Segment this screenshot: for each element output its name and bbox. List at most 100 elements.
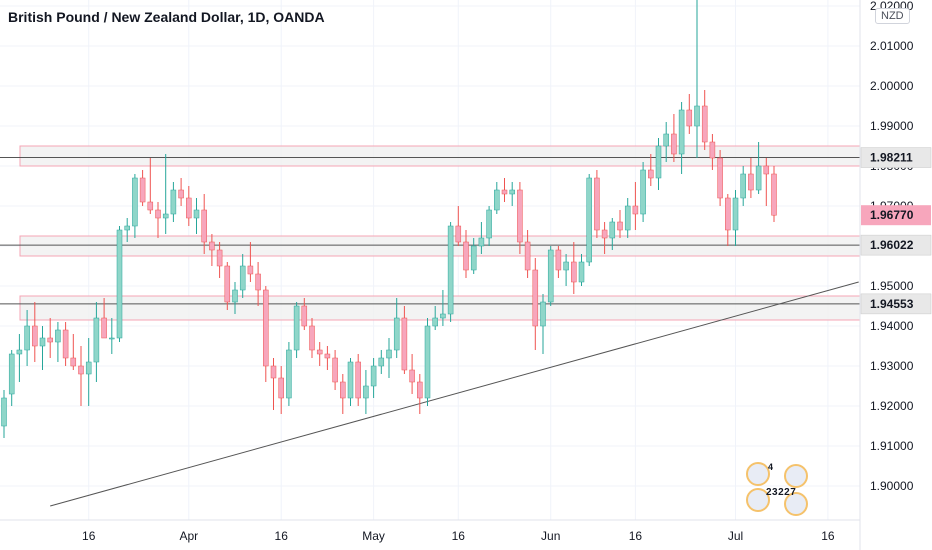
candle-body [139,177,146,203]
candle-body [270,365,277,379]
candle [255,262,261,306]
candle-body [39,337,46,347]
candle [547,246,554,306]
price-tags: 1.98211 1.96022 1.94553 1.96770 [860,147,932,315]
candle-body [409,369,415,383]
candle-body [224,265,231,303]
coin-icon [746,462,770,486]
candle [624,198,631,238]
candle [740,166,746,206]
candle-body [671,133,677,155]
candle [447,222,454,322]
x-tick-label: Apr [179,529,198,543]
candle [78,346,84,406]
candle-body [725,197,731,231]
candle [16,334,23,382]
candle-body [70,357,77,367]
candle-body [524,241,531,271]
candle [332,350,338,390]
candle [393,298,400,358]
candle-body [740,173,746,199]
currency-label[interactable]: NZD [875,8,910,24]
candle [701,90,708,150]
candle [555,246,562,278]
y-tick-label: 2.00000 [870,79,914,93]
candle-body [594,177,600,231]
candle [517,182,523,254]
candle-body [78,365,84,375]
candle [347,358,354,406]
candle [193,198,200,234]
candle-body [709,141,716,159]
candle-body [663,133,669,147]
candle [263,286,269,382]
candle [278,366,284,414]
candle-body [417,381,423,399]
candle-body [486,209,492,239]
candle-body [571,261,577,283]
candle [178,178,184,206]
candle [494,182,500,214]
emblem-badge: 4 [768,462,774,472]
candle [478,222,485,254]
candle-body [147,201,154,211]
candle [324,346,331,370]
candle-body [116,229,123,339]
candle-body [324,353,331,359]
x-tick-label: 16 [452,529,466,543]
candle [709,134,716,170]
candle [640,162,646,222]
candle [216,242,223,278]
candle [370,358,377,398]
candle-body [463,241,469,271]
candle [70,334,77,370]
candle [55,322,61,362]
candle [1,390,7,438]
y-tick-label: 1.95000 [870,279,914,293]
candle-body [648,169,654,179]
x-tick-label: 16 [821,529,835,543]
candle-body [732,197,739,231]
candle [39,326,46,370]
candle-body [509,189,515,195]
candle-body [640,169,646,215]
candle [694,0,700,158]
candle [8,350,15,406]
candle-body [440,313,446,319]
y-tick-label: 1.99000 [870,119,914,133]
candle-body [763,165,770,175]
candle [440,290,446,326]
y-tick-label: 1.91000 [870,439,914,453]
candle [771,166,777,222]
grid-lines [0,0,860,520]
candle-body [101,317,107,339]
candle-body [293,305,300,351]
candle [85,338,92,406]
candle [286,342,292,406]
candle [432,306,438,330]
zone-price-tag [860,234,932,256]
coin-icon [784,492,808,516]
candle [717,150,723,206]
candle-body [155,209,161,219]
candle [232,282,238,314]
candle-body [632,205,639,215]
candle [162,154,169,234]
candle [532,258,539,350]
candle-body [332,357,338,383]
candle [686,94,693,134]
candle [748,158,754,198]
candle [201,194,207,254]
candle-body [624,205,631,231]
price-zone [19,235,861,257]
candle [417,374,423,414]
x-tick-label: 16 [629,529,643,543]
candle [316,342,323,366]
candle-body [286,349,292,399]
candle [601,222,608,254]
candle [132,174,138,238]
candle [32,302,38,362]
candle [671,114,677,162]
